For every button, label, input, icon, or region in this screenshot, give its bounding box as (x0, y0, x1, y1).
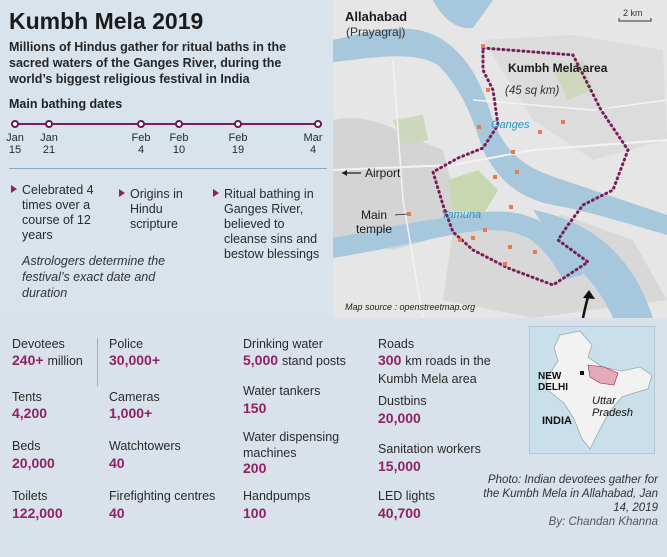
devotees-value: 240+ million (12, 352, 83, 368)
scale-label: 2 km (623, 8, 643, 18)
beds-value: 20,000 (12, 455, 55, 471)
byline: By: Chandan Khanna (548, 516, 658, 528)
toilets-label: Toilets (12, 489, 48, 503)
cameras-value: 1,000+ (109, 405, 153, 421)
handpumps-label: Handpumps (243, 489, 311, 503)
column-separator (97, 338, 98, 386)
uttar-pradesh-label: Uttar Pradesh (592, 395, 633, 419)
drinking-water-label: Drinking water (243, 337, 323, 351)
bullet-triangle-icon (213, 189, 219, 197)
fact-item: Origins in Hindu scripture (119, 187, 198, 232)
police-value: 30,000+ (109, 352, 160, 368)
led-lights-value: 40,700 (378, 505, 421, 521)
intro-panel: Kumbh Mela 2019 Millions of Hindus gathe… (0, 0, 333, 318)
devotees-label: Devotees (12, 337, 65, 351)
page-subtitle: Millions of Hindus gather for ritual bat… (9, 40, 287, 86)
water-tankers-label: Water tankers (243, 384, 321, 398)
map-source: Map source : openstreetmap.org (345, 302, 476, 312)
bathing-timeline: Jan 15 Jan 21 Feb 4 Feb 10 Feb 19 Mar 4 (0, 118, 333, 162)
timeline-dot (314, 120, 322, 128)
timeline-date: Feb 4 (131, 132, 151, 156)
watchtowers-value: 40 (109, 455, 125, 471)
ganges-label: Ganges (491, 119, 530, 131)
timeline-dot (45, 120, 53, 128)
india-map-graphic (543, 330, 653, 450)
city-alt-label: (Prayagraj) (346, 25, 406, 39)
bullet-triangle-icon (11, 185, 17, 193)
dustbins-value: 20,000 (378, 410, 421, 426)
tents-label: Tents (12, 390, 42, 404)
cameras-label: Cameras (109, 390, 160, 404)
beds-label: Beds (12, 439, 41, 453)
sanitation-label: Sanitation workers (378, 442, 481, 456)
roads-label: Roads (378, 337, 415, 351)
timeline-dot (11, 120, 19, 128)
timeline-date: Feb 10 (169, 132, 189, 156)
india-label: INDIA (542, 415, 572, 427)
dustbins-label: Dustbins (378, 394, 427, 408)
water-tankers-value: 150 (243, 400, 267, 416)
led-lights-label: LED lights (378, 489, 435, 503)
astrologers-note: Astrologers determine the festival’s exa… (22, 254, 166, 300)
drinking-water-value: 5,000 stand posts (243, 352, 346, 368)
timeline-date: Jan 21 (40, 132, 58, 156)
temple-label: Main temple (355, 208, 393, 236)
yamuna-label: Yamuna (441, 209, 482, 221)
kumbh-area-size: (45 sq km) (505, 85, 560, 97)
police-label: Police (109, 337, 144, 351)
watchtowers-label: Watchtowers (109, 439, 181, 453)
fact-item: Celebrated 4 times over a course of 12 y… (11, 183, 104, 243)
tents-value: 4,200 (12, 405, 48, 421)
map-graphic (333, 0, 667, 318)
delhi-label: NEW DELHI (538, 371, 568, 393)
photo-caption: Photo: Indian devotees gather for the Ku… (470, 473, 658, 529)
handpumps-value: 100 (243, 505, 267, 521)
water-dispensing-value: 200 (243, 460, 267, 476)
roads-value: 300 km roads in the Kumbh Mela area (378, 352, 491, 386)
timeline-date: Mar 4 (303, 132, 323, 156)
airport-label: Airport (365, 166, 401, 180)
city-label: Allahabad (345, 9, 408, 24)
fact-item: Ritual bathing in Ganges River, believed… (213, 187, 328, 262)
firefighting-label: Firefighting centres (109, 489, 216, 503)
timeline-date: Jan 15 (6, 132, 24, 156)
timeline-dot (137, 120, 145, 128)
divider (9, 168, 327, 169)
toilets-value: 122,000 (12, 505, 63, 521)
timeline-date: Feb 19 (228, 132, 248, 156)
sanitation-value: 15,000 (378, 458, 421, 474)
firefighting-value: 40 (109, 505, 125, 521)
timeline-dot (175, 120, 183, 128)
kumbh-area-label: Kumbh Mela area (508, 61, 608, 75)
water-dispensing-label: Water dispensing machines (243, 430, 340, 460)
bullet-triangle-icon (119, 189, 125, 197)
kumbh-area-map: Allahabad (Prayagraj) 2 km Kumbh Mela ar… (333, 0, 667, 318)
timeline-dot (234, 120, 242, 128)
timeline-line (14, 123, 322, 125)
bathing-dates-heading: Main bathing dates (9, 97, 123, 111)
india-inset-map: NEW DELHI Uttar Pradesh INDIA (529, 326, 655, 454)
page-title: Kumbh Mela 2019 (9, 8, 204, 34)
